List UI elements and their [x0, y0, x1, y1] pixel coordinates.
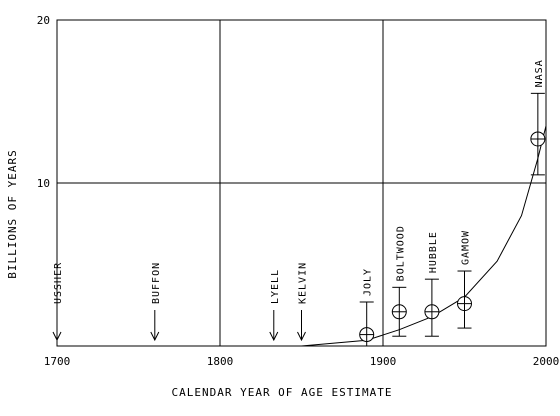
- arrow-head-icon: [269, 331, 279, 342]
- data-point-boltwood: BOLTWOOD: [391, 225, 407, 337]
- data-point-lyell: LYELL: [269, 269, 281, 342]
- data-point-kelvin: KELVIN: [297, 262, 309, 342]
- data-label: JOLY: [363, 268, 374, 296]
- data-label: LYELL: [270, 269, 281, 304]
- data-label: BUFFON: [151, 262, 162, 304]
- data-point-hubble: HUBBLE: [424, 231, 440, 337]
- arrow-head-icon: [297, 331, 306, 342]
- data-label: KELVIN: [298, 262, 309, 304]
- y-axis-label: BILLIONS OF YEARS: [6, 149, 19, 279]
- data-point-ussher: USSHER: [52, 262, 64, 342]
- data-label: BOLTWOOD: [395, 225, 406, 281]
- x-tick-label: 2000: [533, 355, 560, 368]
- data-marks: USSHER BUFFON LYELL KELVIN JOLY BOLTWOOD HUBBL…: [52, 59, 546, 347]
- x-tick-labels: 1700 1800 1900 2000: [44, 355, 560, 368]
- arrow-head-icon: [52, 331, 62, 342]
- data-label: NASA: [534, 59, 545, 87]
- trend-curve: [57, 125, 547, 347]
- x-tick-label: 1900: [370, 355, 397, 368]
- data-label: HUBBLE: [428, 231, 439, 273]
- data-label: GAMOW: [461, 230, 472, 265]
- data-point-joly: JOLY: [359, 268, 375, 347]
- y-tick-label: 10: [37, 177, 50, 190]
- grid-lines: [57, 20, 546, 346]
- data-point-nasa: NASA: [530, 59, 546, 176]
- data-point-buffon: BUFFON: [150, 262, 162, 342]
- x-axis-label: CALENDAR YEAR OF AGE ESTIMATE: [171, 386, 392, 399]
- arrow-head-icon: [150, 331, 160, 342]
- y-tick-label: 20: [37, 14, 50, 27]
- x-tick-label: 1800: [207, 355, 234, 368]
- y-tick-labels: 10 20: [37, 14, 50, 190]
- data-label: USSHER: [53, 262, 64, 304]
- data-point-gamow: GAMOW: [457, 230, 472, 329]
- x-tick-label: 1700: [44, 355, 71, 368]
